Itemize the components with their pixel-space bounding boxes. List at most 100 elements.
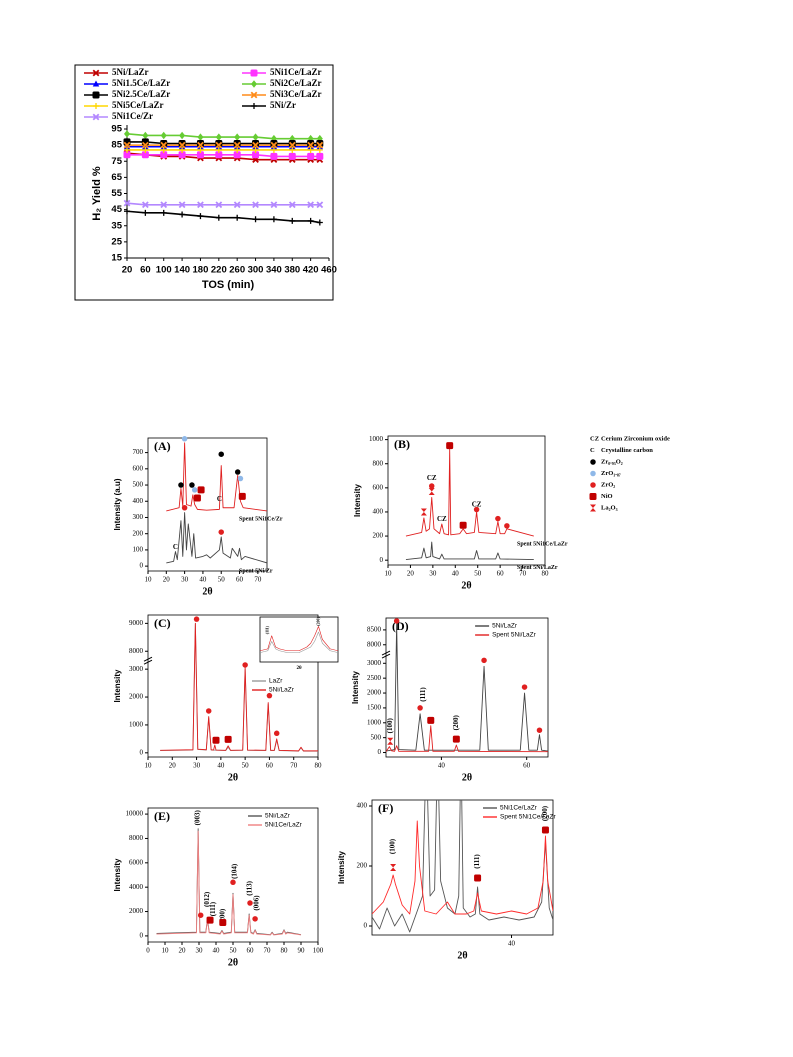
marker [288, 140, 296, 148]
chart-frame [74, 64, 334, 301]
marker [521, 684, 528, 690]
annotation: (113) [246, 880, 254, 895]
x-tick-label: 60 [236, 576, 244, 584]
marker [420, 508, 427, 516]
marker [288, 152, 296, 160]
marker [288, 141, 296, 149]
x-tick-label: 40 [213, 947, 221, 955]
y-tick-label: 500 [133, 481, 144, 489]
y-tick-label: 8000 [129, 647, 144, 655]
marker [307, 141, 315, 149]
x-tick-label: 40 [452, 570, 460, 578]
marker [197, 201, 204, 209]
marker [181, 504, 188, 511]
x-tick-label: 60 [140, 265, 151, 276]
series-group [372, 800, 553, 933]
marker [590, 482, 596, 488]
annotation: (200) [541, 805, 549, 821]
y-axis-label: Intensity [113, 669, 122, 702]
y-tick-label: 8000 [129, 834, 144, 842]
panel-title: (E) [154, 809, 170, 823]
annotation: (200) [315, 617, 320, 626]
x-tick-label: 220 [211, 265, 227, 276]
x-tick-label: 460 [321, 265, 337, 276]
x-tick-label: 30 [193, 762, 201, 770]
series-line [166, 512, 267, 564]
plot-frame [385, 617, 549, 758]
marker [252, 216, 259, 223]
marker [160, 140, 168, 148]
marker [288, 201, 296, 209]
series-line [127, 210, 320, 224]
x-tick-label: 50 [474, 570, 482, 578]
y-axis-label: Intensity [351, 671, 360, 704]
marker [141, 141, 149, 149]
annotation: (012) [203, 891, 211, 907]
series-line [372, 820, 553, 915]
marker [250, 91, 258, 99]
x-tick-label: 70 [290, 762, 298, 770]
marker [197, 486, 205, 494]
y-tick-label: 200 [373, 532, 384, 540]
x-tick-label: 20 [169, 762, 177, 770]
plot-frame [259, 616, 339, 663]
key-label: Cerium Zirconium oxide [601, 435, 670, 442]
y-tick-label: 85 [111, 140, 122, 151]
marker [215, 141, 223, 149]
marker [252, 146, 259, 153]
marker [218, 529, 224, 535]
legend-label: 5Ni2.5Ce/LaZr [112, 89, 170, 99]
axis-break [143, 656, 153, 665]
marker [481, 657, 487, 664]
marker [179, 146, 186, 153]
series-label: Spent 5Ni/Zr [239, 568, 273, 574]
marker [266, 692, 273, 699]
marker [206, 916, 214, 924]
marker [270, 140, 278, 148]
x-tick-label: 10 [385, 570, 393, 578]
plot-frame [387, 435, 546, 566]
y-tick-label: 0 [364, 922, 368, 930]
marker [160, 146, 167, 153]
marker [589, 493, 597, 500]
panel-title: (F) [378, 801, 393, 815]
marker [474, 874, 482, 882]
y-tick-label: 3000 [367, 659, 382, 667]
marker [234, 146, 241, 153]
marker [504, 523, 510, 529]
x-tick-label: 20 [163, 576, 171, 584]
x-tick-label: 380 [284, 265, 300, 276]
marker [92, 91, 100, 99]
x-axis-label: 2θ [461, 580, 471, 591]
annotation: (111) [209, 901, 217, 916]
annotation: CZ [427, 474, 437, 482]
marker [219, 919, 227, 927]
series-label: Spent 5Ni1Ce/Zr [239, 516, 283, 522]
y-tick-label: 3000 [129, 665, 144, 673]
y-tick-label: 0 [380, 556, 384, 564]
y-tick-label: 400 [133, 497, 144, 505]
x-tick-label: 20 [122, 265, 133, 276]
series-line [386, 725, 548, 753]
marker [142, 131, 149, 140]
y-tick-label: 0 [140, 562, 144, 570]
annotation: (200) [218, 908, 226, 924]
y-tick-label: 1000 [129, 721, 144, 729]
x-tick-label: 40 [438, 762, 446, 770]
marker [215, 140, 223, 148]
marker [273, 730, 280, 737]
key-mark: CZ [590, 435, 599, 442]
marker [427, 716, 435, 724]
marker [233, 201, 241, 209]
marker [233, 141, 241, 149]
y-tick-label: 55 [111, 188, 122, 199]
x-tick-label: 10 [145, 576, 153, 584]
y-tick-label: 700 [133, 448, 144, 456]
marker [247, 900, 253, 906]
legend-label: 5Ni1Ce/Zr [112, 111, 153, 121]
marker [270, 216, 277, 223]
marker [205, 708, 212, 714]
y-tick-label: 35 [111, 220, 122, 231]
marker [316, 141, 324, 149]
